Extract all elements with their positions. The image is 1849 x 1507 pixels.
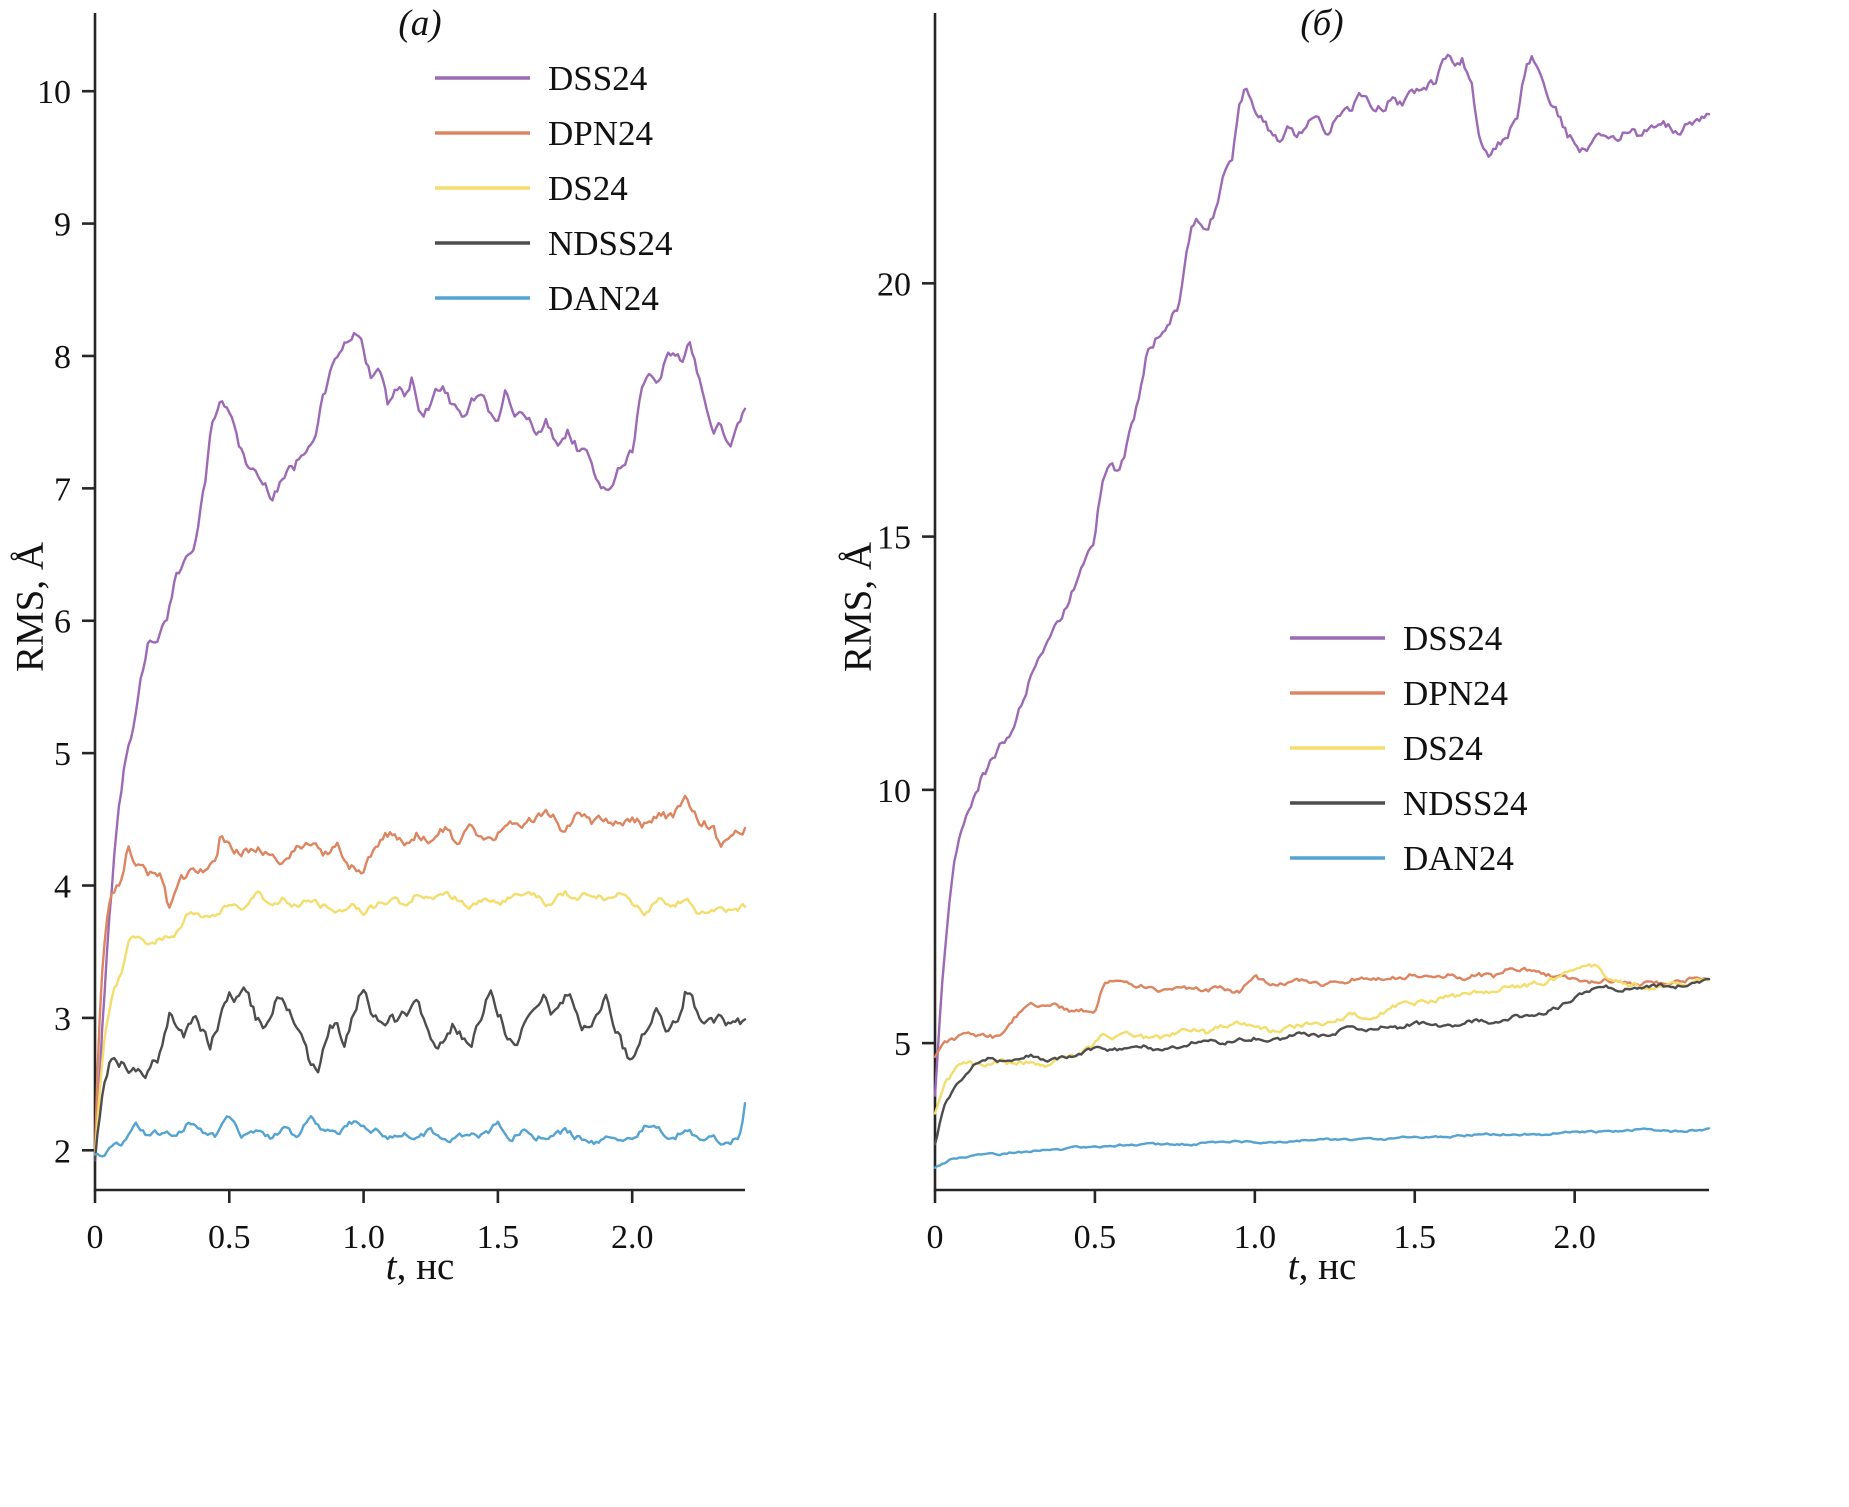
series-line-dpn24 (933, 966, 1711, 1058)
y-tick-label: 8 (54, 339, 71, 376)
x-tick-label: 1.5 (477, 1219, 520, 1256)
series-line-dss24 (933, 53, 1711, 1097)
y-tick-label: 15 (877, 520, 911, 557)
series-line-dss24 (93, 331, 747, 1156)
x-tick-label: 0.5 (208, 1219, 251, 1256)
chart-panel-a: 2 3 4 5 6 7 8 9 10 0 0.5 1.0 1.5 2.0 DSS24 DPN24 DS24 NDS… (0, 0, 820, 1507)
x-axis-label-b: t, нс (935, 1244, 1709, 1289)
x-axis-label-a: t, нс (95, 1244, 745, 1289)
series-line-dpn24 (93, 794, 747, 1155)
panel-label-b: (б) (1300, 3, 1344, 44)
legend-label-ndss24: NDSS24 (548, 224, 672, 263)
legend-label-ds24: DS24 (1403, 729, 1483, 768)
legend-label-dan24: DAN24 (548, 279, 659, 318)
series-line-ds24 (93, 889, 747, 1157)
x-tick-label: 1.0 (1234, 1219, 1277, 1256)
x-axis-unit-b: , нс (1298, 1245, 1357, 1288)
y-tick-label: 6 (54, 604, 71, 641)
legend-label-dpn24: DPN24 (548, 114, 653, 153)
y-tick-label: 3 (54, 1001, 71, 1038)
x-tick-label: 0.5 (1074, 1219, 1117, 1256)
chart-canvas-b: 5 10 15 20 0 0.5 1.0 1.5 2.0 DSS24 DPN24 DS24 NDSS24… (877, 13, 1711, 1256)
series-line-dan24 (933, 1127, 1711, 1169)
x-tick-label: 2.0 (1553, 1219, 1596, 1256)
axes-spines (933, 13, 1709, 1192)
y-axis-label-a: RMS, Å (8, 541, 52, 673)
y-tick-label: 10 (877, 773, 911, 810)
x-tick-label: 1.0 (342, 1219, 385, 1256)
legend-label-dan24: DAN24 (1403, 839, 1514, 878)
y-tick-label: 5 (54, 736, 71, 773)
x-axis-variable-a: t (385, 1245, 397, 1288)
x-tick-label: 0 (87, 1219, 104, 1256)
y-tick-label: 5 (894, 1026, 911, 1063)
legend-label-ndss24: NDSS24 (1403, 784, 1527, 823)
y-tick-label: 9 (54, 207, 71, 244)
x-tick-label: 0 (927, 1219, 944, 1256)
legend-label-ds24: DS24 (548, 169, 628, 208)
y-tick-label: 10 (37, 74, 71, 111)
chart-panel-b: 5 10 15 20 0 0.5 1.0 1.5 2.0 DSS24 DPN24 DS24 NDSS24… (820, 0, 1849, 1507)
legend-label-dss24: DSS24 (548, 59, 647, 98)
x-axis-variable-b: t (1287, 1245, 1299, 1288)
y-axis-label-b: RMS, Å (836, 541, 880, 673)
legend-label-dpn24: DPN24 (1403, 674, 1508, 713)
x-axis-unit-a: , нс (396, 1245, 455, 1288)
series-line-dan24 (93, 1102, 747, 1158)
panel-label-a: (а) (398, 3, 442, 44)
series-line-ndss24 (933, 977, 1711, 1146)
y-tick-label: 4 (54, 869, 71, 906)
y-tick-label: 20 (877, 266, 911, 303)
legend-label-dss24: DSS24 (1403, 619, 1502, 658)
y-tick-label: 2 (54, 1133, 71, 1170)
x-tick-label: 1.5 (1394, 1219, 1437, 1256)
series-line-ndss24 (93, 986, 747, 1162)
x-tick-label: 2.0 (611, 1219, 654, 1256)
chart-canvas-a: 2 3 4 5 6 7 8 9 10 0 0.5 1.0 1.5 2.0 DSS24 DPN24 DS24 NDS… (37, 13, 747, 1256)
y-tick-label: 7 (54, 471, 71, 508)
